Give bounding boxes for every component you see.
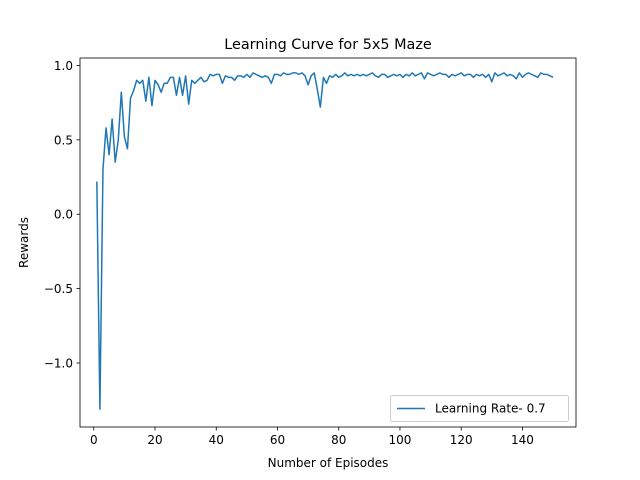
- y-tick-label: 1.0: [54, 59, 73, 73]
- y-tick-label: 0.0: [54, 208, 73, 222]
- y-tick-label: −0.5: [44, 282, 73, 296]
- x-axis: 0 20 40 60 80 100 120 140: [90, 427, 534, 447]
- y-axis: −1.0 −0.5 0.0 0.5 1.0: [44, 59, 80, 371]
- x-tick-label: 40: [209, 433, 224, 447]
- x-tick-label: 20: [147, 433, 162, 447]
- y-tick-label: −1.0: [44, 357, 73, 371]
- legend-label: Learning Rate- 0.7: [435, 402, 546, 416]
- x-tick-label: 0: [90, 433, 98, 447]
- y-tick-label: 0.5: [54, 133, 73, 147]
- x-tick-label: 140: [511, 433, 534, 447]
- x-tick-label: 80: [331, 433, 346, 447]
- x-tick-label: 60: [270, 433, 285, 447]
- legend: Learning Rate- 0.7: [391, 396, 569, 422]
- x-tick-label: 100: [388, 433, 411, 447]
- x-axis-label: Number of Episodes: [268, 456, 389, 470]
- plot-area: [80, 58, 576, 427]
- chart-title: Learning Curve for 5x5 Maze: [224, 37, 432, 53]
- y-axis-label: Rewards: [17, 217, 31, 268]
- x-tick-label: 120: [450, 433, 473, 447]
